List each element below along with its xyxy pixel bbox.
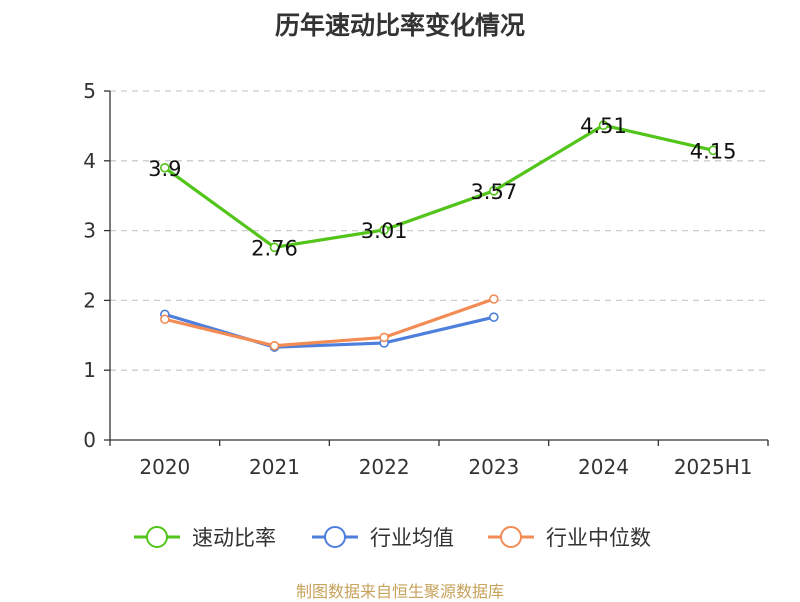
data-point <box>489 294 499 304</box>
data-point <box>379 332 389 343</box>
data-point <box>489 186 499 196</box>
series-line <box>163 123 715 249</box>
x-tick-label: 2024 <box>578 455 629 479</box>
data-point <box>598 120 609 131</box>
y-tick-label: 4 <box>83 149 96 173</box>
source-note: 制图数据来自恒生聚源数据库 <box>295 582 504 601</box>
data-label: 4.51 <box>580 114 627 138</box>
series-0 <box>160 120 718 253</box>
series-line <box>163 297 496 348</box>
data-point <box>160 162 170 173</box>
legend-item-1[interactable]: 行业均值 <box>312 526 454 550</box>
series-line <box>163 312 496 349</box>
y-tick-label: 3 <box>83 219 96 243</box>
legend-item-0[interactable]: 速动比率 <box>134 526 276 550</box>
legend[interactable]: 速动比率 行业均值 行业中位数 <box>134 526 651 550</box>
data-point <box>708 145 718 156</box>
chart-title: 历年速动比率变化情况 <box>274 11 525 40</box>
x-tick-label: 2022 <box>359 455 410 479</box>
axis-layer: 0 1 2 3 4 5 2020 2021 2022 2023 2024 2025H1 <box>83 79 769 479</box>
data-point <box>160 314 170 325</box>
x-tick-label: 2020 <box>139 455 190 479</box>
y-tick-label: 0 <box>83 428 96 452</box>
data-label: 4.15 <box>690 139 737 163</box>
data-label: 3.57 <box>470 180 517 204</box>
data-point <box>269 242 280 253</box>
data-label: 2.76 <box>251 236 298 260</box>
y-tick-label: 2 <box>83 288 96 312</box>
x-tick-label: 2021 <box>249 455 300 479</box>
data-point <box>269 340 280 351</box>
x-tick-label: 2025H1 <box>674 455 753 479</box>
legend-label: 行业均值 <box>370 526 454 550</box>
y-tick-label: 5 <box>83 79 96 103</box>
data-point <box>379 225 389 235</box>
data-point <box>489 312 499 322</box>
series-2 <box>160 294 499 351</box>
data-label: 3.01 <box>361 219 408 243</box>
legend-label: 速动比率 <box>192 526 276 550</box>
legend-marker-icon <box>146 526 168 548</box>
legend-marker-icon <box>500 526 522 548</box>
series-layer <box>160 120 718 352</box>
data-label: 3.9 <box>148 157 181 181</box>
legend-label: 行业中位数 <box>546 526 651 550</box>
y-tick-label: 1 <box>83 358 96 382</box>
legend-item-2[interactable]: 行业中位数 <box>488 526 651 550</box>
legend-marker-icon <box>324 526 346 548</box>
label-layer: 3.9 2.76 3.01 3.57 4.51 4.15 <box>148 114 736 260</box>
x-tick-label: 2023 <box>468 455 519 479</box>
